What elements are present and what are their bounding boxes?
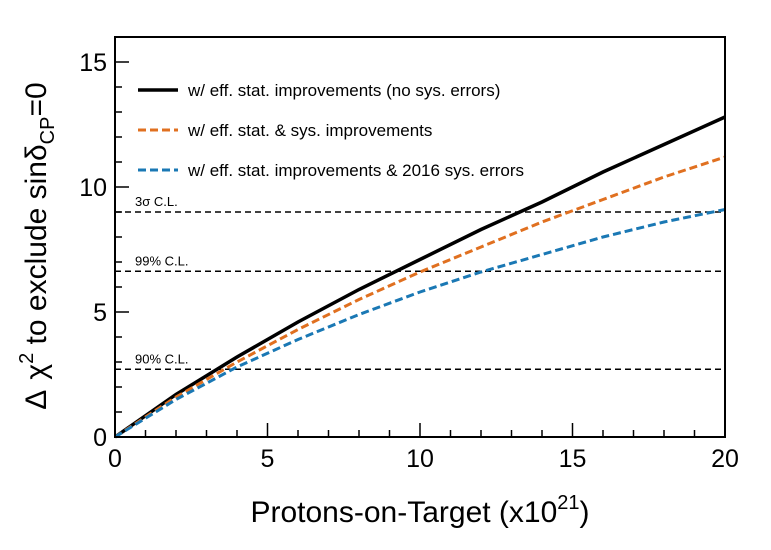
legend-label-3: w/ eff. stat. improvements & 2016 sys. e… xyxy=(187,161,524,180)
series-line-3 xyxy=(114,208,726,439)
ticks-layer: 0 5 10 15 20 0 5 10 15 xyxy=(79,36,739,473)
x-tick-label: 10 xyxy=(406,445,434,473)
y-axis-title: Δχ2 to exclude sinδCP=0 xyxy=(16,82,59,409)
x-tick-label: 15 xyxy=(559,445,587,473)
series-line-2 xyxy=(114,155,726,439)
legend-label-2: w/ eff. stat. & sys. improvements xyxy=(187,121,432,140)
legend-label-1: w/ eff. stat. improvements (no sys. erro… xyxy=(187,81,500,100)
x-axis-title: Protons-on-Target (x1021) xyxy=(250,492,589,529)
x-tick-label: 5 xyxy=(261,445,275,473)
reference-line-label: 99% C.L. xyxy=(135,253,188,268)
x-tick-label: 20 xyxy=(711,445,739,473)
y-tick-label: 5 xyxy=(93,299,107,327)
y-tick-label: 15 xyxy=(79,49,107,77)
series-line-1 xyxy=(113,115,726,439)
series-layer xyxy=(113,115,726,439)
x-tick-label: 0 xyxy=(108,445,122,473)
y-tick-label: 10 xyxy=(79,174,107,202)
y-tick-label: 0 xyxy=(93,424,107,452)
reference-line-label: 3σ C.L. xyxy=(135,194,178,209)
reference-line-label: 90% C.L. xyxy=(135,351,188,366)
reference-lines: 3σ C.L. 99% C.L. 90% C.L. xyxy=(115,194,725,370)
legend: w/ eff. stat. improvements (no sys. erro… xyxy=(138,81,524,180)
